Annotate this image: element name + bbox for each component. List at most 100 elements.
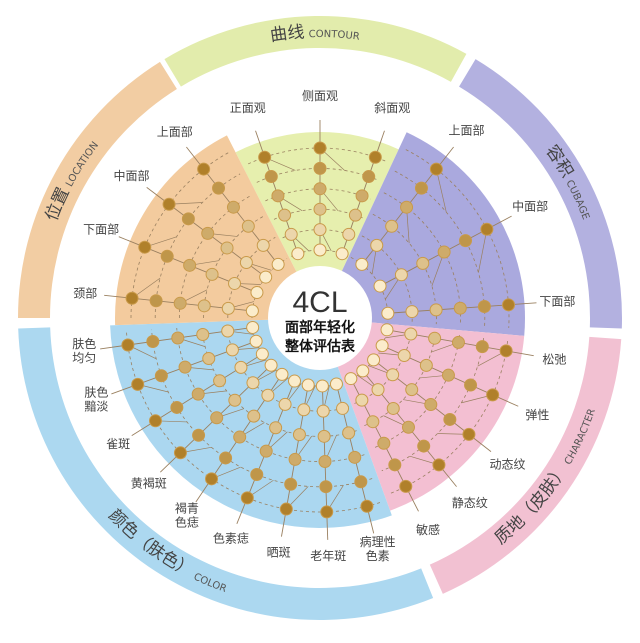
assessment-node [348,450,362,464]
assessment-node [443,412,457,426]
assessment-node [173,296,187,310]
assessment-node [250,286,264,300]
item-label-location: 中面部 [114,168,150,183]
ring-label-character: 质地（皮肤）CHARACTER [491,407,598,548]
assessment-node [380,323,394,337]
center-line-1: 面部年轻化 [285,319,355,336]
item-label-character: 松弛 [542,352,566,366]
assessment-node [381,306,395,320]
assessment-node [405,383,419,397]
assessment-node [432,458,446,472]
assessment-node [219,451,233,465]
assessment-node [279,502,293,516]
assessment-node [441,368,455,382]
assessment-node [160,249,174,263]
assessment-node [366,415,380,429]
assessment-node [388,458,402,472]
assessment-node [405,305,419,319]
assessment-node [258,150,272,164]
assessment-node [170,400,184,414]
assessment-node [464,378,478,392]
ring-label-color: 颜色（肤色）COLOR [104,506,227,595]
assessment-node [356,364,370,378]
assessment-node [197,299,211,313]
assessment-node [397,349,411,363]
assessment-node [288,452,302,466]
assessment-node [297,403,311,417]
assessment-node [146,334,160,348]
assessment-node [228,393,242,407]
assessment-node [197,162,211,176]
item-label-character: 敏感 [416,522,440,537]
assessment-node [313,223,327,237]
assessment-node [301,378,315,392]
assessment-node [249,334,263,348]
assessment-node [138,240,152,254]
assessment-node [437,245,451,259]
assessment-node [245,304,259,318]
assessment-node [288,374,302,388]
assessment-node [171,331,185,345]
assessment-node [399,479,413,493]
assessment-node [313,141,327,155]
mesh-link [436,168,447,213]
item-label-color: 肤色均匀 [72,336,96,365]
assessment-node [368,150,382,164]
assessment-node [401,420,415,434]
item-label-character: 弹性 [525,408,549,422]
assessment-node [477,300,491,314]
dashed-arc [381,338,484,472]
assessment-node [201,226,215,240]
item-label-contour: 斜面观 [374,101,410,115]
assessment-node [417,439,431,453]
item-label-location: 上面部 [157,124,193,139]
assessment-node [210,411,224,425]
assessment-node [271,257,285,271]
assessment-node [212,181,226,195]
assessment-node [261,388,275,402]
ring-segment-color [18,327,434,620]
assessment-node [354,475,368,489]
assessment-node [233,430,247,444]
assessment-node [424,398,438,412]
assessment-node [183,258,197,272]
assessment-node [318,455,332,469]
assessment-node [386,401,400,415]
assessment-node [275,367,289,381]
assessment-node [499,344,513,358]
assessment-node [429,303,443,317]
ring-segment-contour [164,16,467,87]
assessment-node [205,267,219,281]
center-title: 4CL [292,286,347,319]
assessment-node [360,499,374,513]
dashed-arc [390,340,508,494]
assessment-node [386,368,400,382]
assessment-node [371,383,385,397]
assessment-node [414,181,428,195]
assessment-node [453,301,467,315]
assessment-node [264,358,278,372]
assessment-node [335,247,349,261]
assessment-node [259,270,273,284]
assessment-node [149,294,163,308]
item-label-color: 病理性色素 [360,534,396,563]
assessment-node [205,472,219,486]
assessment-node [480,222,494,236]
assessment-node [154,369,168,383]
item-label-location: 颈部 [73,285,97,300]
assessment-node [475,340,489,354]
assessment-node [336,401,350,415]
assessment-node [221,324,235,338]
item-label-color: 色素痣 [213,531,249,546]
assessment-node [502,298,516,312]
assessment-node [313,243,327,257]
assessment-node [241,219,255,233]
assessment-node [362,170,376,184]
assessment-node [162,197,176,211]
sector-character [320,318,525,511]
assessment-node [264,170,278,184]
item-label-color: 老年斑 [310,549,346,563]
assessment-node [240,491,254,505]
assessment-node [226,200,240,214]
sector-cubage [320,132,525,336]
